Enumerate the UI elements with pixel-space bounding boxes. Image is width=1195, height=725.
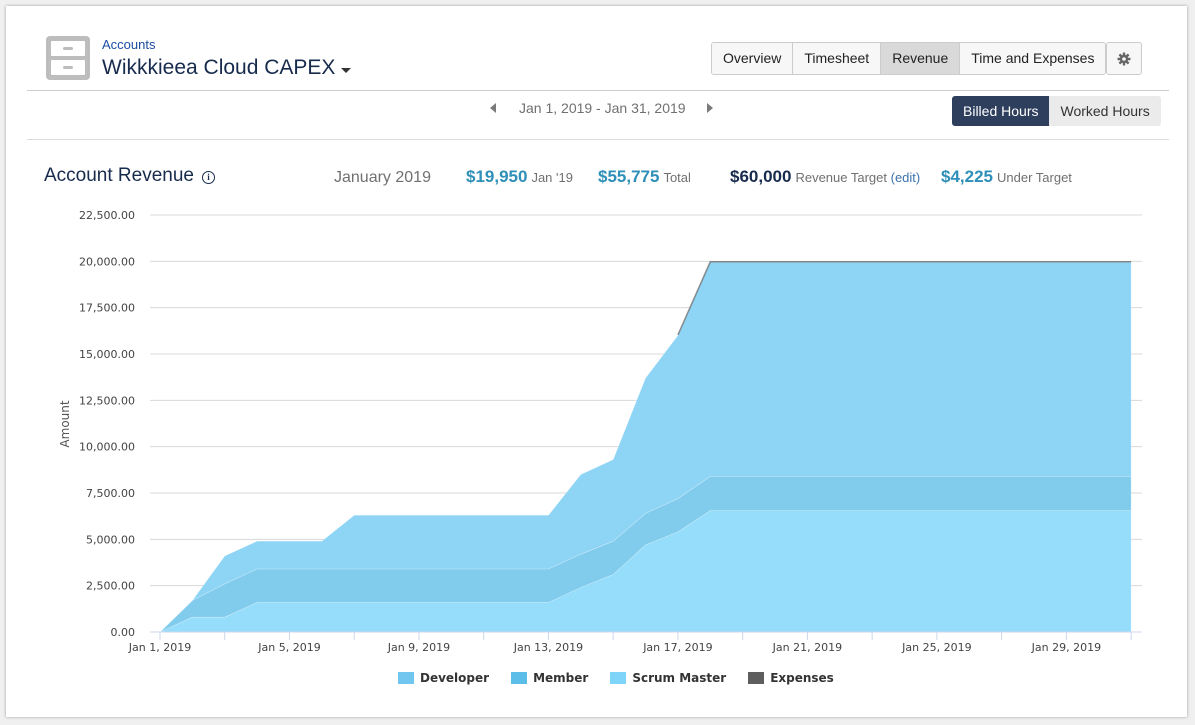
legend-label: Developer (420, 671, 490, 685)
date-range-label: Jan 1, 2019 - Jan 31, 2019 (519, 100, 686, 116)
month-revenue-label: Jan '19 (531, 170, 573, 185)
legend-label: Scrum Master (632, 671, 727, 685)
legend-label: Expenses (770, 671, 834, 685)
x-tick-label: Jan 29, 2019 (1031, 641, 1101, 654)
legend-swatch (398, 672, 414, 684)
legend-expenses[interactable]: Expenses (748, 671, 834, 685)
tab-overview[interactable]: Overview (712, 43, 794, 74)
area-expenses (677, 261, 1132, 336)
x-tick-label: Jan 5, 2019 (257, 641, 320, 654)
legend-swatch (511, 672, 528, 684)
x-tick-label: Jan 9, 2019 (387, 641, 450, 654)
total-label: Total (663, 170, 691, 185)
y-tick-label: 10,000.00 (79, 441, 135, 454)
under-target-label: Under Target (997, 170, 1072, 185)
tab-timesheet[interactable]: Timesheet (793, 43, 882, 74)
gear-icon (1117, 52, 1131, 65)
x-tick-label: Jan 25, 2019 (901, 641, 971, 654)
stat-target: $60,000 Revenue Target (edit) (730, 167, 920, 187)
filing-cabinet-icon (45, 35, 91, 81)
edit-target-link[interactable]: (edit) (890, 170, 921, 185)
y-tick-label: 12,500.00 (79, 394, 135, 407)
worked-hours-button[interactable]: Worked Hours (1049, 96, 1161, 126)
header-divider (27, 90, 1169, 91)
legend-member[interactable]: Member (511, 671, 588, 685)
date-range-navigator: Jan 1, 2019 - Jan 31, 2019 (490, 100, 713, 116)
target-value: $60,000 (730, 167, 792, 186)
y-axis-label: Amount (58, 400, 72, 447)
target-label: Revenue Target (795, 170, 887, 185)
tab-revenue[interactable]: Revenue (881, 43, 961, 74)
next-period-icon[interactable] (706, 103, 713, 113)
billed-hours-button[interactable]: Billed Hours (952, 96, 1050, 126)
revenue-area-chart: 0.00 2,500.00 5,000.00 7,500.00 10,000.00 12,… (58, 209, 1142, 654)
stat-month: January 2019 (334, 169, 431, 187)
y-tick-label: 5,000.00 (86, 533, 135, 546)
account-title-dropdown[interactable]: Wikkkieea Cloud CAPEX (102, 56, 352, 80)
x-tick-label: Jan 1, 2019 (128, 641, 191, 654)
area-developer (159, 261, 1132, 633)
total-value: $55,775 (598, 167, 660, 186)
month-label: January 2019 (334, 169, 431, 186)
legend-swatch (748, 672, 765, 684)
month-revenue-value: $19,950 (466, 167, 528, 186)
legend-label: Member (533, 671, 589, 685)
area-member (159, 476, 1132, 633)
breadcrumb-accounts[interactable]: Accounts (102, 37, 156, 52)
y-tick-label: 17,500.00 (79, 302, 135, 315)
hours-toggle: Billed Hours Worked Hours (952, 96, 1161, 126)
view-tabs: Overview Timesheet Revenue Time and Expe… (711, 42, 1107, 75)
legend-developer[interactable]: Developer (398, 671, 489, 685)
account-revenue-heading: Account Revenue (44, 165, 194, 186)
y-tick-label: 0.00 (111, 626, 136, 639)
info-icon[interactable]: i (202, 171, 215, 184)
tab-time-and-expenses[interactable]: Time and Expenses (960, 43, 1106, 74)
under-target-value: $4,225 (941, 167, 993, 186)
chart-legend: Developer Member Scrum Master Expenses (398, 671, 856, 685)
settings-button[interactable] (1106, 42, 1142, 75)
x-tick-label: Jan 21, 2019 (772, 641, 842, 654)
page-title: Wikkkieea Cloud CAPEX (102, 56, 336, 79)
y-tick-label: 15,000.00 (79, 348, 135, 361)
y-tick-label: 7,500.00 (86, 487, 135, 500)
stat-total: $55,775 Total (598, 167, 691, 187)
y-tick-label: 20,000.00 (79, 255, 135, 268)
stat-month-revenue: $19,950 Jan '19 (466, 167, 573, 187)
chevron-down-icon (341, 67, 352, 73)
x-tick-label: Jan 17, 2019 (642, 641, 712, 654)
y-tick-label: 22,500.00 (79, 209, 135, 222)
y-tick-label: 2,500.00 (86, 580, 135, 593)
legend-swatch (610, 672, 627, 684)
toolbar-divider (27, 139, 1169, 140)
legend-scrum-master[interactable]: Scrum Master (610, 671, 726, 685)
previous-period-icon[interactable] (490, 103, 496, 113)
x-tick-label: Jan 13, 2019 (513, 641, 583, 654)
stat-under-target: $4,225 Under Target (941, 167, 1072, 187)
section-title: Account Revenue i (44, 165, 215, 187)
